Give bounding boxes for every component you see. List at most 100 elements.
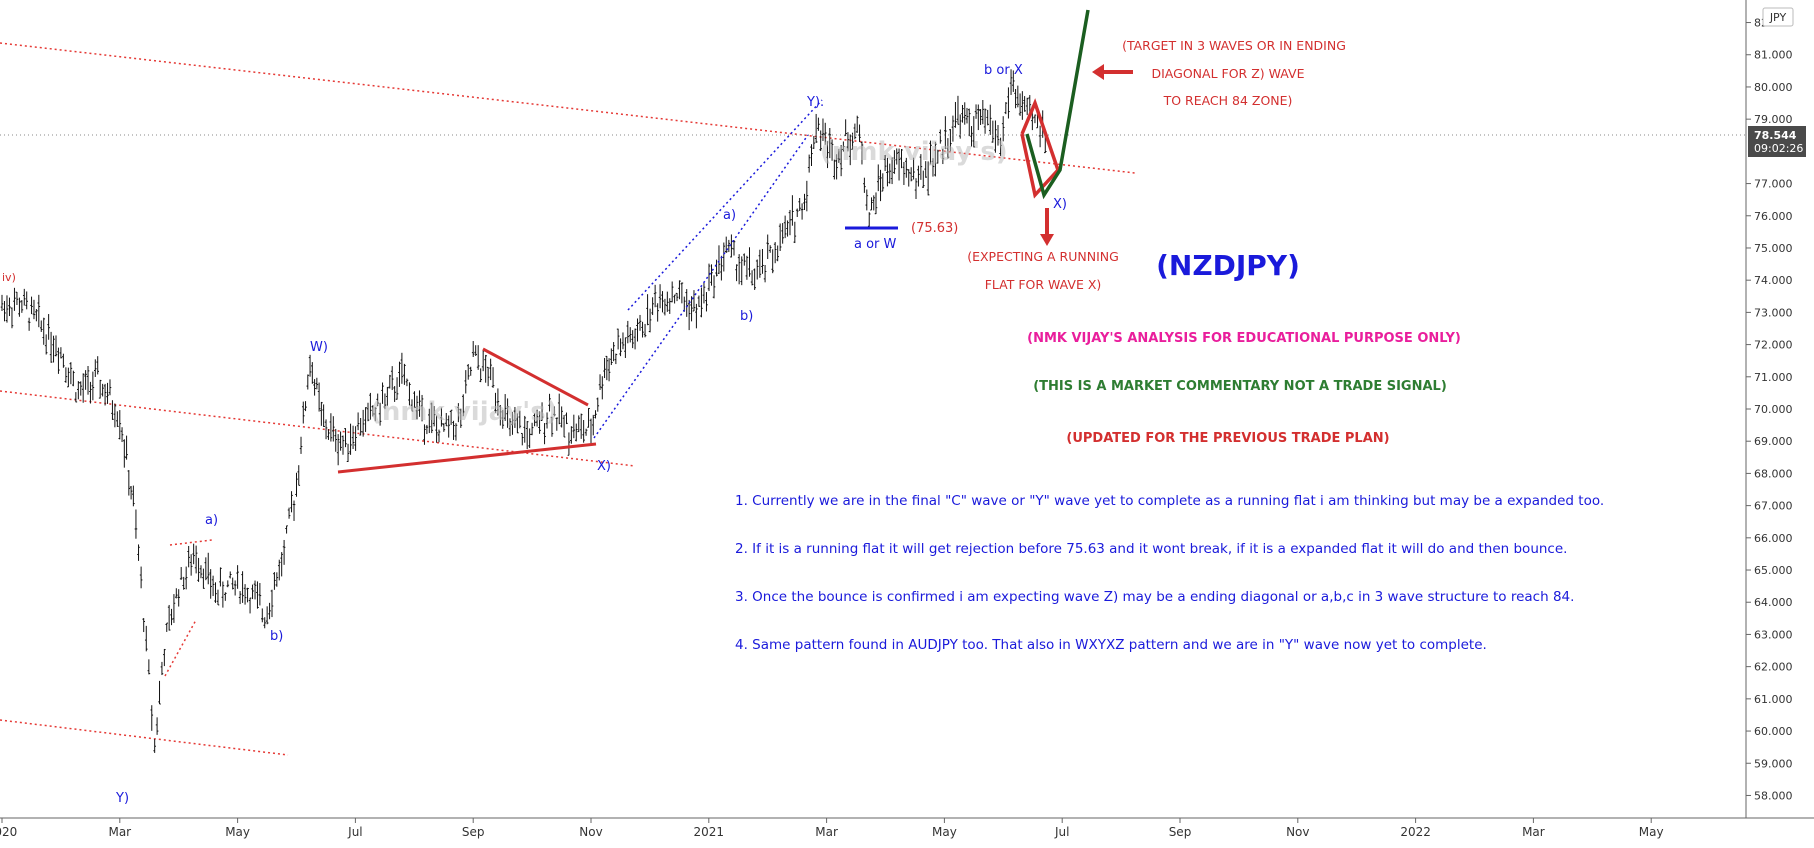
price-bar	[400, 352, 404, 384]
price-bar	[447, 415, 450, 438]
price-axis[interactable]: 58.000 59.000 60.000 61.000 62.000 63.000 64.0…	[1745, 0, 1806, 818]
price-bar	[614, 353, 618, 365]
wave-labels: iv) Y) a) b) W) X) a) b) Y). a or W b or…	[2, 63, 1067, 806]
price-bar	[224, 592, 227, 601]
price-bar	[917, 165, 920, 187]
price-bar	[378, 402, 382, 426]
price-bar	[420, 394, 424, 422]
price-bar	[715, 259, 718, 277]
price-bar	[238, 591, 242, 605]
price-bar	[216, 589, 220, 606]
price-bar	[243, 584, 247, 605]
price-bar	[474, 345, 477, 356]
price-bar	[499, 405, 502, 426]
price-tick-label: 77.000	[1754, 178, 1793, 191]
time-tick-label: 2020	[0, 825, 17, 839]
time-axis-ticks: 2020 Mar May Jul Sep Nov 2021 Mar May Jul Sep Nov 20…	[0, 818, 1664, 839]
price-bar	[977, 104, 980, 131]
price-bar	[369, 392, 372, 420]
price-bar	[449, 409, 453, 425]
price-bar	[329, 413, 333, 442]
price-bar	[155, 717, 159, 735]
time-tick-label: 2021	[694, 825, 725, 839]
price-bar	[129, 486, 133, 500]
price-bar	[313, 379, 316, 396]
price-bar	[167, 604, 171, 631]
price-tick-label: 66.000	[1754, 532, 1793, 545]
channel-lines	[0, 42, 1136, 756]
price-bar	[814, 113, 818, 143]
time-tick-label: Sep	[462, 825, 485, 839]
price-bar	[214, 582, 217, 603]
price-bar	[199, 565, 203, 579]
target-note-line-3: TO REACH 84 ZONE)	[1163, 93, 1293, 108]
price-bar	[879, 169, 882, 202]
price-bar	[737, 254, 741, 285]
price-bar	[695, 303, 698, 329]
time-axis[interactable]: 2020 Mar May Jul Sep Nov 2021 Mar May Jul Sep Nov 20…	[0, 817, 1814, 839]
price-bar	[390, 366, 394, 391]
price-bar	[538, 411, 541, 434]
price-bar	[219, 567, 222, 587]
price-bar	[263, 617, 267, 629]
last-price-value: 78.544	[1754, 129, 1797, 142]
price-bar	[643, 323, 647, 338]
price-bar	[846, 132, 850, 152]
price-bar	[594, 410, 597, 419]
price-bar	[783, 215, 787, 239]
price-bar	[791, 195, 794, 226]
price-bar	[700, 287, 703, 318]
price-bar	[934, 141, 937, 177]
price-bar	[123, 439, 126, 468]
price-bar	[236, 565, 239, 589]
price-bar	[265, 606, 269, 625]
price-bar	[77, 381, 80, 400]
price-bar	[256, 581, 259, 609]
price-bar	[398, 361, 401, 387]
wave-X1-label: X)	[597, 459, 611, 474]
price-bar	[311, 362, 314, 384]
price-bar	[582, 420, 585, 443]
price-bar	[501, 410, 505, 429]
price-bar	[165, 622, 169, 632]
rising-channel	[593, 99, 823, 439]
time-tick-label: Mar	[108, 825, 131, 839]
price-bar	[678, 280, 681, 300]
price-bar	[931, 158, 935, 177]
price-bar	[574, 423, 578, 442]
price-bar	[707, 263, 711, 292]
price-bar	[565, 412, 568, 425]
price-bar	[317, 382, 321, 412]
price-bar	[209, 569, 212, 599]
price-tick-label: 80.000	[1754, 81, 1793, 94]
price-bar	[430, 402, 434, 434]
projection-green	[1025, 9, 1090, 200]
price-bar	[761, 248, 764, 274]
time-tick-label: 2022	[1400, 825, 1431, 839]
price-bar	[292, 500, 296, 521]
price-bar	[93, 359, 97, 377]
last-price-badge	[1748, 126, 1806, 157]
projection-paths	[1020, 9, 1090, 200]
price-bar	[965, 107, 969, 124]
disclaimers: (NMK VIJAY'S ANALYSIS FOR EDUCATIONAL PU…	[1027, 331, 1461, 446]
price-tick-label: 75.000	[1754, 242, 1793, 255]
wave-aW-label: a or W	[854, 237, 897, 252]
price-bar	[788, 209, 792, 236]
price-bar	[18, 297, 21, 317]
price-bar	[469, 366, 473, 376]
price-bar	[344, 428, 347, 448]
price-bar	[607, 358, 611, 382]
price-bar	[567, 432, 571, 456]
price-bar	[228, 571, 232, 579]
price-bar	[817, 117, 820, 131]
price-bar	[147, 659, 151, 675]
price-bar	[795, 208, 799, 217]
price-bar	[471, 341, 475, 357]
price-bar	[768, 245, 772, 253]
target-note-line-1: (TARGET IN 3 WAVES OR IN ENDING	[1122, 38, 1346, 53]
price-bar	[839, 145, 843, 177]
price-bar	[86, 365, 90, 395]
price-bar	[231, 577, 234, 590]
